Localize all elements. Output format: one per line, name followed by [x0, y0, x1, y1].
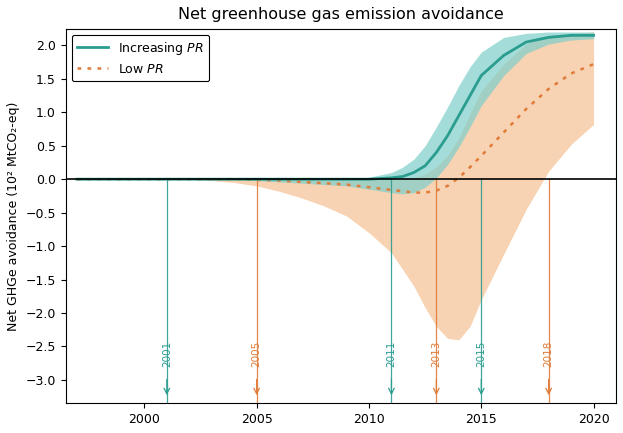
Text: 2011: 2011 — [386, 340, 396, 367]
Text: 2015: 2015 — [476, 340, 487, 367]
Text: 2013: 2013 — [431, 340, 441, 367]
Text: 2001: 2001 — [162, 340, 172, 367]
Legend: Increasing $PR$, Low $PR$: Increasing $PR$, Low $PR$ — [72, 35, 209, 81]
Text: 2005: 2005 — [252, 340, 262, 367]
Text: 2018: 2018 — [544, 340, 554, 367]
Title: Net greenhouse gas emission avoidance: Net greenhouse gas emission avoidance — [178, 7, 504, 22]
Y-axis label: Net GHGe avoidance (10² MtCO₂-eq): Net GHGe avoidance (10² MtCO₂-eq) — [7, 101, 20, 331]
